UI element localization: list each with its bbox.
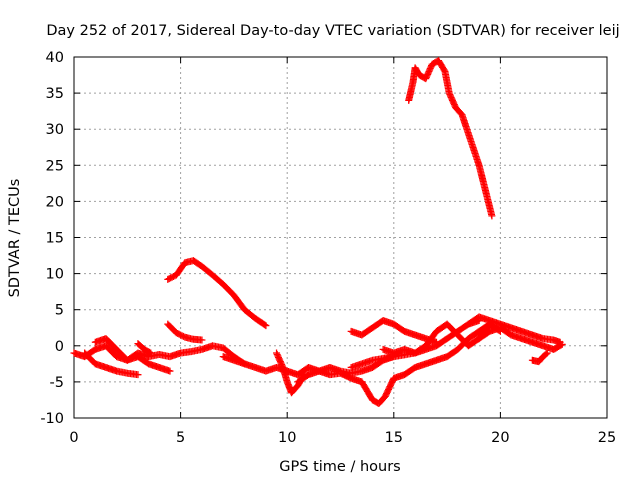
y-tick-label: 40 [46,50,64,66]
data-point [262,322,270,330]
x-tick-label: 15 [385,430,403,446]
series-arc5 [81,349,142,379]
x-tick-label: 25 [598,430,616,446]
grid [74,57,607,418]
series-arc12 [358,320,494,408]
x-axis-label: GPS time / hours [279,459,400,475]
y-tick-label: 30 [46,122,64,138]
y-tick-label: 0 [55,339,64,355]
y-tick-label: 10 [46,267,64,283]
x-tick-label: 0 [69,430,78,446]
series-arc1 [405,57,496,220]
x-tick-label: 5 [176,430,185,446]
series-arc6 [91,335,174,375]
y-tick-label: 20 [46,194,64,210]
x-tick-label: 20 [491,430,509,446]
chart-title: Day 252 of 2017, Sidereal Day-to-day VTE… [46,23,619,39]
data-point-trace [557,341,565,349]
series-arc16 [475,324,566,353]
y-axis: -10 -5 0 5 10 15 20 25 30 35 40 [40,50,607,427]
series-arc11 [347,317,440,346]
series-arc3 [164,320,206,344]
data-point [134,371,142,379]
data-point [488,212,496,220]
data-points [70,57,566,408]
data-point-trace [145,348,153,356]
data-point-trace [542,350,550,358]
y-tick-label: -5 [50,375,64,391]
y-tick-label: 5 [55,303,64,319]
y-axis-label: SDTVAR / TECUs [7,179,23,298]
data-point [166,367,174,375]
y-tick-label: -10 [40,411,64,427]
series-arc2 [164,257,270,330]
x-axis: 0 5 10 15 20 25 [69,57,616,446]
data-point-trace [261,321,269,329]
data-point [543,349,551,357]
series-arc9 [273,349,308,397]
data-point [558,340,566,348]
y-tick-label: 35 [46,86,64,102]
data-point [198,336,206,344]
series-arc7 [134,340,155,357]
y-tick-label: 25 [46,158,64,174]
y-tick-label: 15 [46,231,64,247]
series-arc17 [528,349,551,366]
x-tick-label: 10 [278,430,296,446]
data-point [147,349,155,357]
